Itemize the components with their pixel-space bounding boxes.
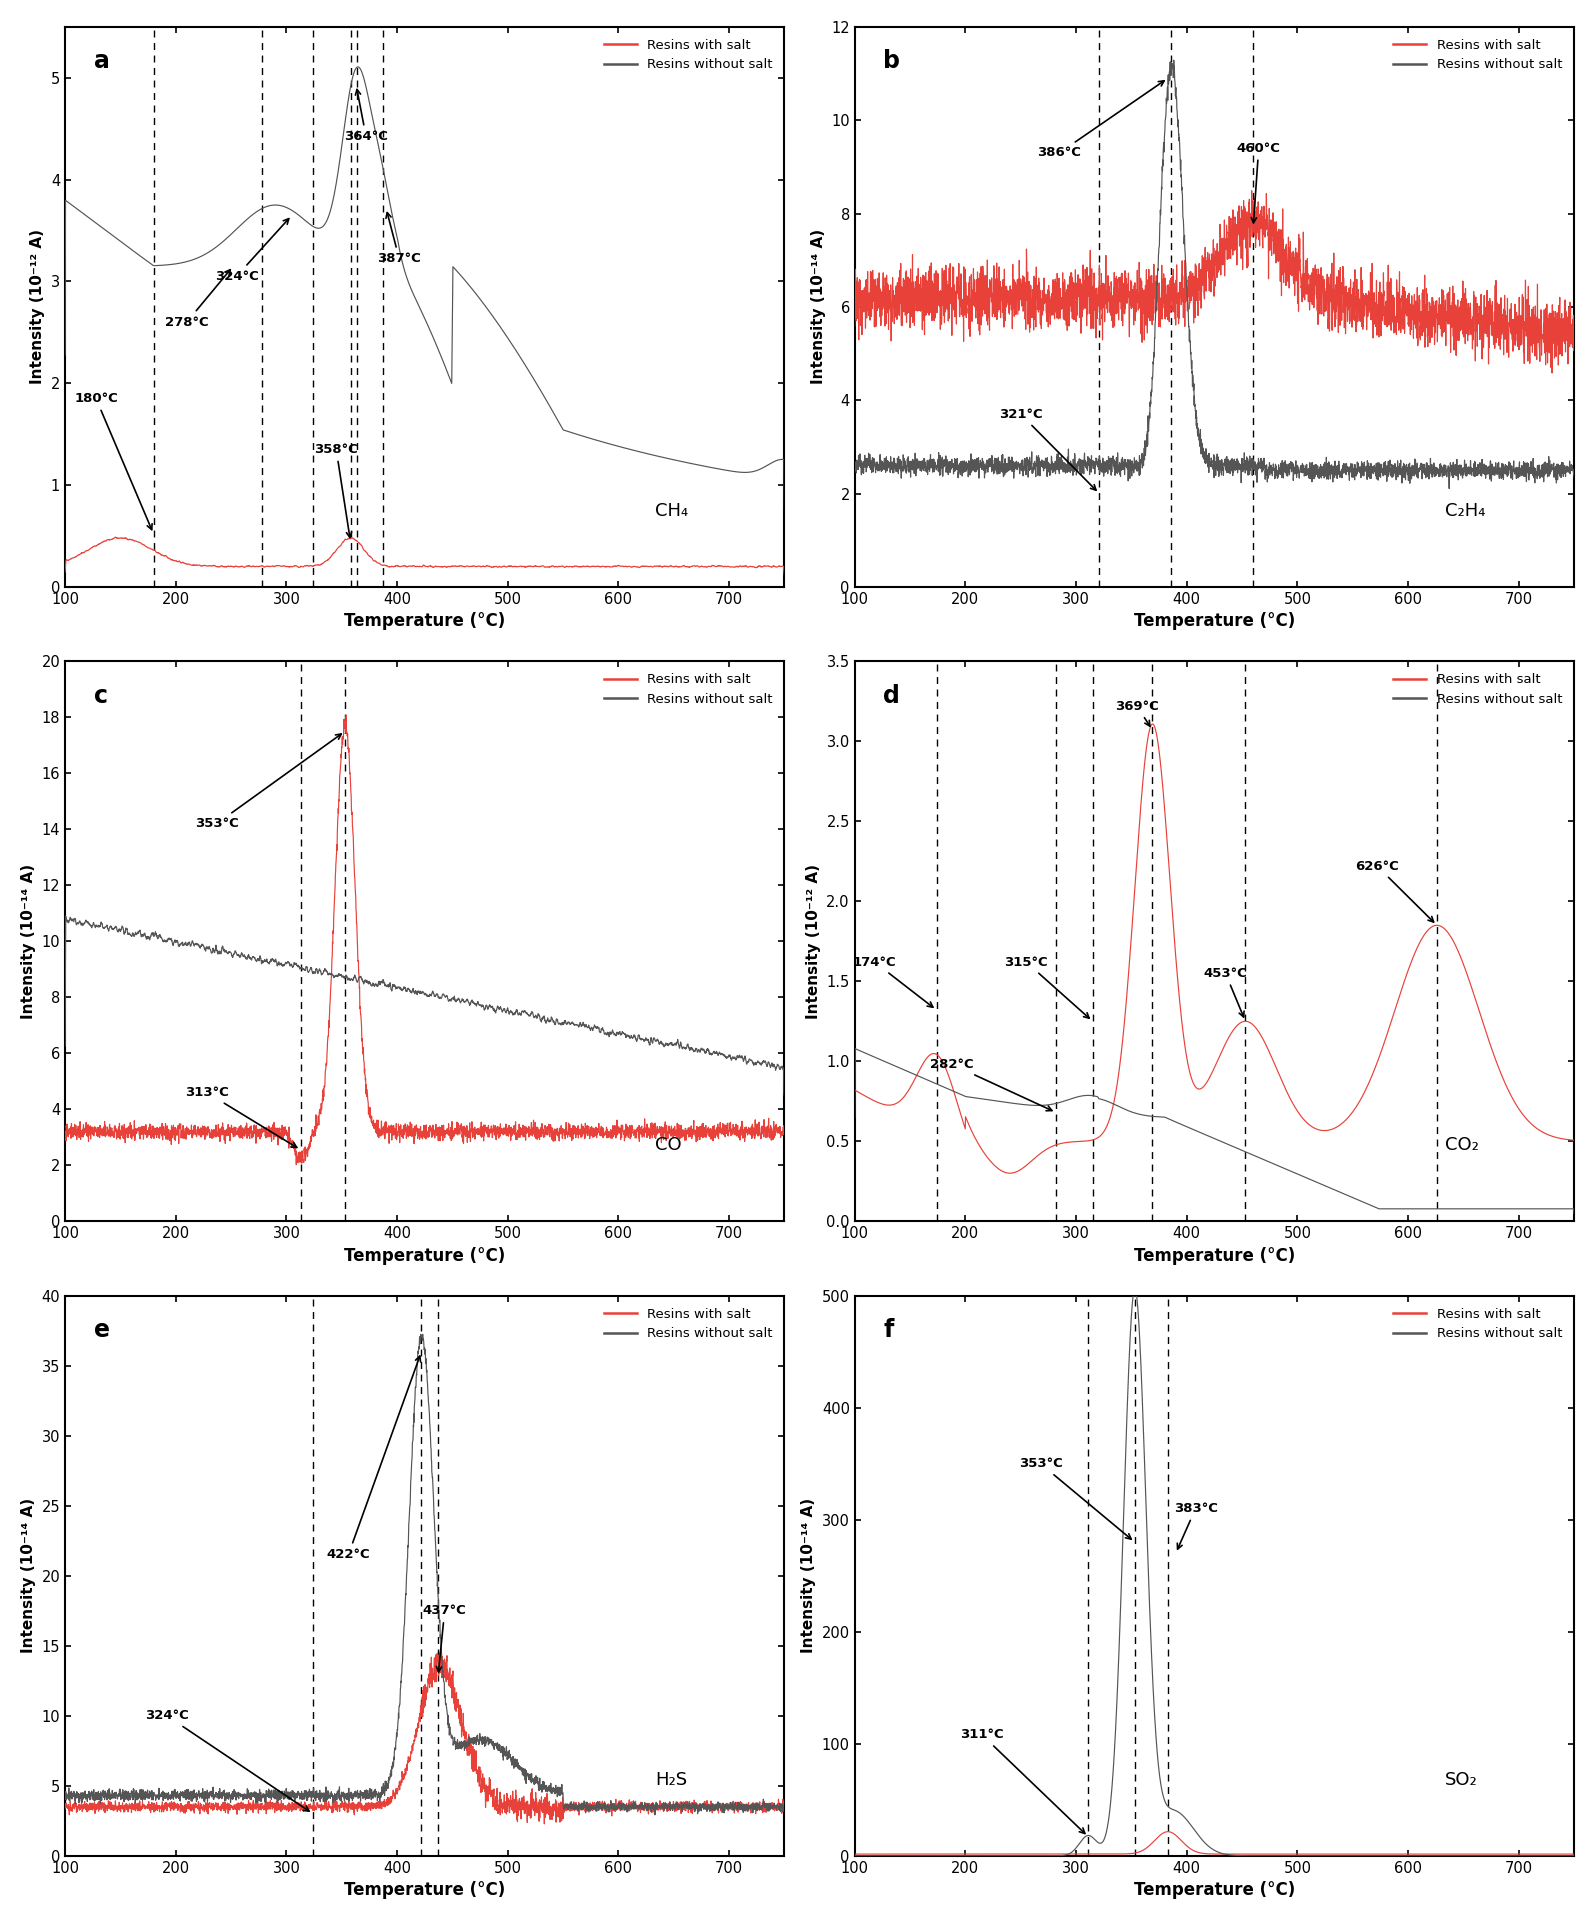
Text: 315°C: 315°C	[1005, 956, 1089, 1018]
Text: 278°C: 278°C	[164, 269, 230, 328]
Text: b: b	[884, 50, 901, 73]
Text: C₂H₄: C₂H₄	[1445, 501, 1485, 520]
Text: 386°C: 386°C	[1037, 81, 1164, 159]
X-axis label: Temperature (°C): Temperature (°C)	[345, 612, 506, 630]
Legend: Resins with salt, Resins without salt: Resins with salt, Resins without salt	[1388, 1302, 1568, 1346]
Text: d: d	[884, 684, 900, 708]
Text: c: c	[94, 684, 108, 708]
Text: 453°C: 453°C	[1204, 968, 1247, 1018]
Legend: Resins with salt, Resins without salt: Resins with salt, Resins without salt	[598, 668, 778, 710]
Legend: Resins with salt, Resins without salt: Resins with salt, Resins without salt	[1388, 668, 1568, 710]
Text: 313°C: 313°C	[185, 1087, 297, 1148]
Y-axis label: Intensity (10⁻¹⁴ A): Intensity (10⁻¹⁴ A)	[810, 228, 826, 384]
Text: H₂S: H₂S	[656, 1770, 687, 1789]
Text: e: e	[94, 1319, 110, 1342]
Text: 321°C: 321°C	[998, 407, 1096, 490]
Text: 174°C: 174°C	[853, 956, 933, 1008]
Text: f: f	[884, 1319, 893, 1342]
Text: 422°C: 422°C	[327, 1356, 421, 1561]
Text: 383°C: 383°C	[1174, 1501, 1217, 1549]
X-axis label: Temperature (°C): Temperature (°C)	[1134, 1882, 1295, 1899]
Text: 364°C: 364°C	[345, 90, 388, 144]
Y-axis label: Intensity (10⁻¹² A): Intensity (10⁻¹² A)	[30, 228, 45, 384]
Text: CO₂: CO₂	[1445, 1137, 1479, 1154]
Legend: Resins with salt, Resins without salt: Resins with salt, Resins without salt	[598, 1302, 778, 1346]
Y-axis label: Intensity (10⁻¹⁴ A): Intensity (10⁻¹⁴ A)	[21, 1498, 35, 1653]
Legend: Resins with salt, Resins without salt: Resins with salt, Resins without salt	[598, 33, 778, 77]
Y-axis label: Intensity (10⁻¹⁴ A): Intensity (10⁻¹⁴ A)	[801, 1498, 817, 1653]
Text: 180°C: 180°C	[73, 392, 152, 530]
Text: 437°C: 437°C	[423, 1605, 467, 1672]
Text: 353°C: 353°C	[195, 733, 341, 829]
Text: 282°C: 282°C	[930, 1058, 1053, 1112]
Text: 358°C: 358°C	[314, 444, 357, 538]
Text: 324°C: 324°C	[215, 219, 289, 282]
X-axis label: Temperature (°C): Temperature (°C)	[345, 1246, 506, 1265]
Text: SO₂: SO₂	[1445, 1770, 1477, 1789]
X-axis label: Temperature (°C): Temperature (°C)	[1134, 612, 1295, 630]
Text: CO: CO	[656, 1137, 681, 1154]
Text: 324°C: 324°C	[145, 1709, 309, 1811]
Legend: Resins with salt, Resins without salt: Resins with salt, Resins without salt	[1388, 33, 1568, 77]
Text: CH₄: CH₄	[656, 501, 687, 520]
Y-axis label: Intensity (10⁻¹⁴ A): Intensity (10⁻¹⁴ A)	[21, 864, 35, 1020]
Text: 369°C: 369°C	[1115, 699, 1160, 726]
Text: 311°C: 311°C	[960, 1728, 1085, 1834]
Text: 460°C: 460°C	[1236, 142, 1281, 223]
X-axis label: Temperature (°C): Temperature (°C)	[345, 1882, 506, 1899]
Text: a: a	[94, 50, 110, 73]
Text: 353°C: 353°C	[1019, 1457, 1131, 1540]
X-axis label: Temperature (°C): Temperature (°C)	[1134, 1246, 1295, 1265]
Y-axis label: Intensity (10⁻¹² A): Intensity (10⁻¹² A)	[805, 864, 821, 1020]
Text: 626°C: 626°C	[1356, 860, 1434, 922]
Text: 387°C: 387°C	[378, 213, 421, 265]
